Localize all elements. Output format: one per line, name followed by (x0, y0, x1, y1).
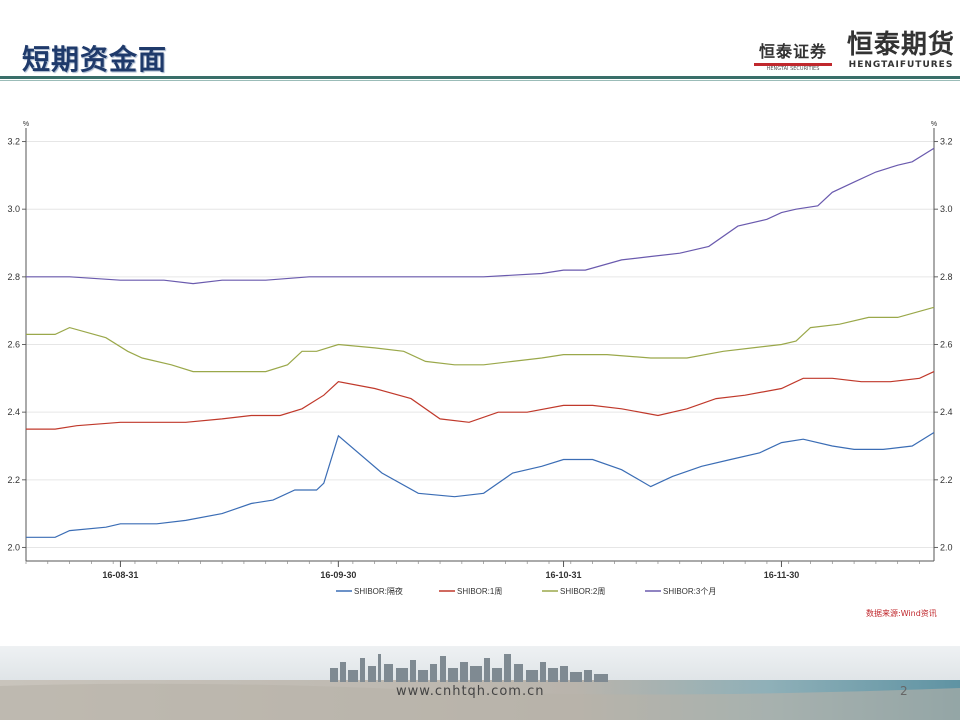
legend-entry: SHIBOR:1周 (457, 587, 502, 596)
logo-right-en: HENGTAIFUTURES (848, 60, 954, 70)
x-tick-label: 16-11-30 (764, 570, 800, 580)
logo-right-name: 恒泰期货 (846, 30, 955, 60)
logo-left-bar (754, 63, 832, 66)
y-tick-label-left: 2.4 (7, 407, 20, 417)
y-axis-unit-left: % (23, 121, 29, 128)
y-tick-label-right: 2.2 (940, 475, 953, 485)
y-tick-label-right: 2.6 (940, 340, 953, 350)
hengtai-securities-logo: 恒泰证券 HENGTAI SECURITIES (748, 38, 838, 72)
hengtai-futures-logo: 恒泰期货 HENGTAIFUTURES (845, 30, 957, 70)
y-tick-label-right: 3.0 (940, 204, 953, 214)
series-line (26, 306, 935, 373)
y-tick-label-right: 2.8 (940, 272, 953, 282)
y-axis-unit-right: % (931, 121, 937, 128)
y-tick-label-left: 2.8 (7, 272, 20, 282)
logo-left-en: HENGTAI SECURITIES (766, 66, 820, 72)
page-number: 2 (900, 684, 908, 698)
city-skyline-banner (0, 646, 960, 720)
series-line (26, 147, 935, 285)
logo-left-name: 恒泰证券 (758, 42, 827, 61)
page-title: 短期资金面 (22, 43, 168, 76)
data-source-note: 数据来源:Wind资讯 (866, 609, 937, 618)
y-tick-label-right: 2.4 (940, 407, 953, 417)
x-tick-label: 16-10-31 (546, 570, 582, 580)
y-tick-label-left: 3.2 (7, 137, 20, 147)
legend-entry: SHIBOR:3个月 (663, 587, 716, 596)
series-line (26, 431, 935, 538)
header-rule (0, 76, 960, 79)
x-tick-label: 16-09-30 (320, 570, 356, 580)
y-tick-label-left: 3.0 (7, 204, 20, 214)
y-tick-label-right: 3.2 (940, 137, 953, 147)
y-tick-label-left: 2.2 (7, 475, 20, 485)
legend-entry: SHIBOR:隔夜 (354, 586, 403, 596)
x-tick-label: 16-08-31 (102, 570, 138, 580)
website-url: www.cnhtqh.com.cn (396, 684, 545, 699)
header-rule-thin (0, 80, 960, 81)
y-tick-label-left: 2.6 (7, 340, 20, 350)
y-tick-label-right: 2.0 (940, 542, 953, 552)
y-tick-label-left: 2.0 (7, 542, 20, 552)
shibor-line-chart: 3.2 3.2 3.0 3.0 2.8 2.8 2.6 2.6 2.4 2.4 2.2 2.2 2.0 2… (7, 121, 953, 596)
legend-entry: SHIBOR:2周 (560, 587, 605, 596)
series-line (26, 371, 935, 430)
